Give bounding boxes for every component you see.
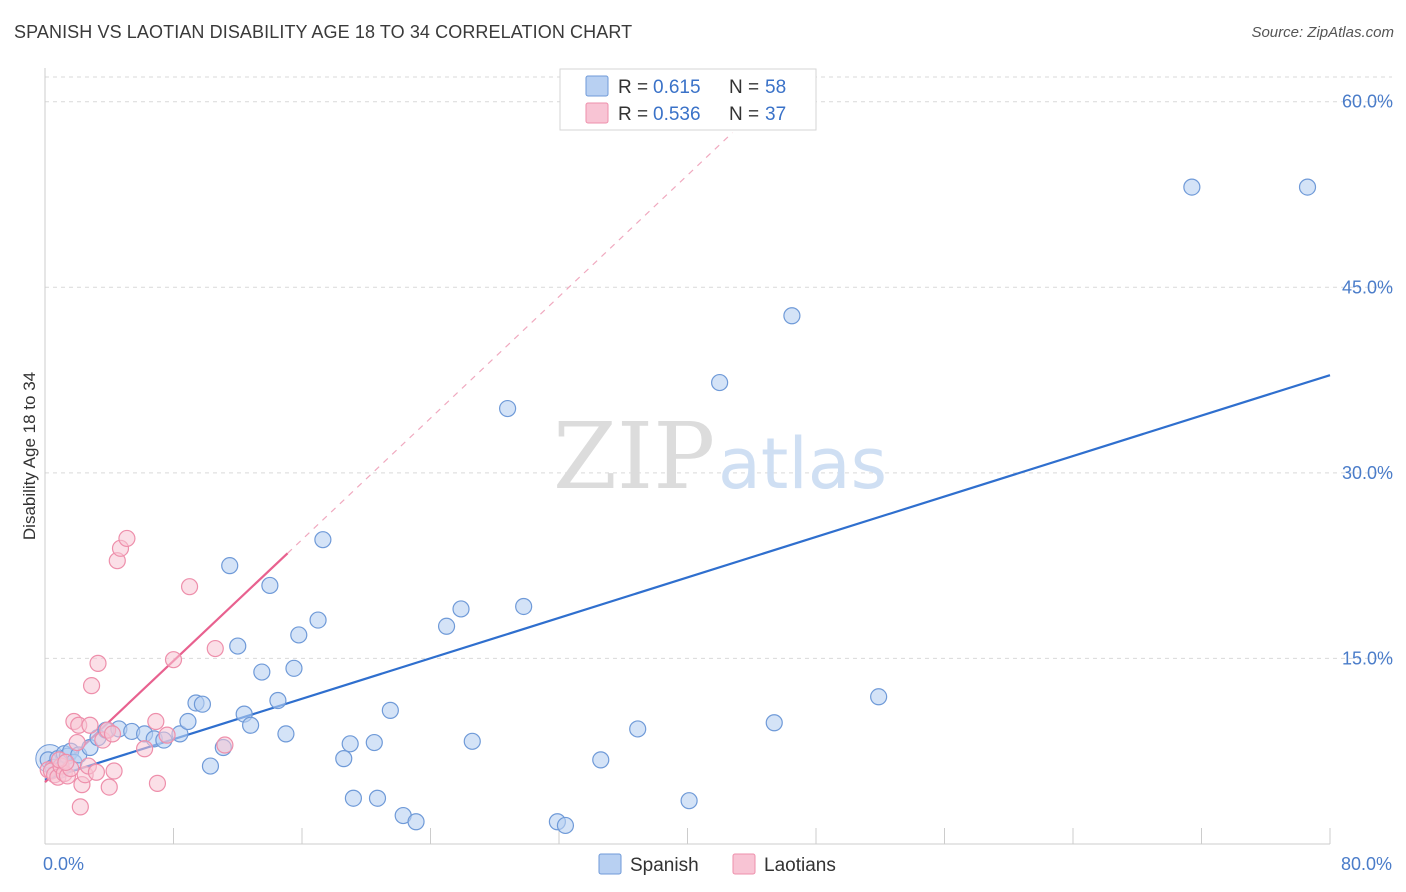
- point-spanish-30: [277, 725, 295, 743]
- point-spanish-24: [229, 637, 247, 655]
- point-spanish-58: [1298, 178, 1317, 196]
- point-laotians-27: [135, 740, 154, 758]
- point-laotians-9: [68, 733, 86, 752]
- point-spanish-28: [261, 576, 279, 595]
- legend-r-label-spanish: R =: [618, 77, 648, 98]
- point-spanish-47: [515, 597, 533, 616]
- y-axis-label: Disability Age 18 to 34: [20, 372, 39, 540]
- y-tick-label-45: 45.0%: [1342, 277, 1393, 297]
- point-spanish-18: [179, 712, 197, 731]
- point-laotians-15: [81, 716, 99, 734]
- point-spanish-46: [499, 399, 517, 418]
- point-spanish-20: [193, 695, 212, 713]
- point-spanish-29: [269, 691, 287, 710]
- point-spanish-35: [335, 750, 353, 768]
- point-spanish-56: [870, 688, 888, 706]
- point-spanish-43: [437, 617, 456, 635]
- point-laotians-22: [103, 725, 122, 743]
- legend-r-value-laotians: 0.536: [653, 104, 701, 125]
- point-spanish-44: [452, 600, 470, 618]
- legend-n-value-laotians: 37: [765, 104, 786, 125]
- point-spanish-26: [242, 716, 260, 734]
- point-spanish-39: [368, 789, 387, 807]
- point-spanish-34: [314, 531, 332, 549]
- point-spanish-38: [365, 733, 383, 752]
- point-laotians-11: [71, 798, 89, 816]
- point-laotians-16: [82, 677, 101, 695]
- point-spanish-52: [680, 792, 698, 810]
- y-tick-label-60: 60.0%: [1342, 92, 1393, 112]
- legend-r-value-spanish: 0.615: [653, 77, 701, 98]
- point-spanish-51: [629, 720, 647, 738]
- legend-swatch-spanish: [585, 75, 609, 97]
- legend-r-label-laotians: R =: [618, 104, 648, 125]
- point-spanish-42: [407, 813, 425, 831]
- legend-swatch-laotians: [585, 102, 609, 124]
- point-spanish-55: [783, 307, 801, 325]
- bottom-legend-swatch-laotians: [732, 853, 756, 875]
- point-laotians-18: [89, 654, 107, 672]
- y-tick-label-30: 30.0%: [1342, 463, 1393, 483]
- point-spanish-57: [1183, 178, 1201, 196]
- point-laotians-17: [87, 763, 106, 781]
- x-tick-label-max: 80.0%: [1341, 854, 1392, 874]
- legend-n-value-spanish: 58: [765, 77, 786, 98]
- point-spanish-49: [556, 816, 575, 835]
- point-laotians-29: [148, 774, 167, 792]
- legend-n-label-spanish: N =: [729, 77, 759, 98]
- point-spanish-36: [341, 735, 359, 753]
- point-spanish-27: [253, 663, 271, 681]
- bottom-legend-label-spanish: Spanish: [630, 855, 699, 876]
- point-laotians-30: [158, 726, 176, 744]
- axes: [44, 68, 1331, 845]
- point-spanish-21: [201, 757, 220, 775]
- trend-line-spanish: [44, 374, 1331, 781]
- chart-title: SPANISH VS LAOTIAN DISABILITY AGE 18 TO …: [14, 22, 633, 42]
- watermark-zip: ZIP: [553, 403, 715, 510]
- point-laotians-32: [180, 578, 199, 596]
- point-spanish-33: [309, 611, 327, 629]
- point-laotians-23: [105, 762, 123, 780]
- point-spanish-45: [463, 732, 481, 750]
- point-laotians-31: [164, 651, 183, 669]
- point-spanish-53: [711, 373, 729, 392]
- point-spanish-31: [285, 659, 303, 677]
- y-tick-labels: 15.0% 30.0% 45.0% 60.0%: [1342, 92, 1393, 669]
- point-laotians-36: [57, 753, 75, 771]
- point-spanish-40: [381, 701, 399, 719]
- point-laotians-33: [206, 639, 224, 658]
- bottom-legend-label-laotians: Laotians: [764, 855, 836, 876]
- y-tick-label-15: 15.0%: [1342, 648, 1393, 668]
- point-spanish-23: [221, 557, 239, 575]
- bottom-legend-swatch-spanish: [598, 853, 622, 875]
- legend: R = 0.615 N = 58 R = 0.536 N = 37: [559, 68, 817, 131]
- data-points: [35, 178, 1317, 835]
- x-tick-label-min: 0.0%: [43, 854, 84, 874]
- bottom-legend: Spanish Laotians: [598, 853, 836, 876]
- point-spanish-37: [344, 789, 362, 807]
- point-laotians-21: [100, 778, 118, 796]
- point-laotians-26: [118, 529, 136, 548]
- point-spanish-32: [290, 626, 308, 644]
- chart-source: Source: ZipAtlas.com: [1251, 24, 1394, 41]
- legend-n-label-laotians: N =: [729, 104, 759, 125]
- point-laotians-28: [147, 712, 165, 731]
- point-spanish-54: [765, 714, 783, 732]
- gridlines: [45, 76, 1392, 659]
- watermark-atlas: atlas: [718, 423, 887, 505]
- point-spanish-50: [592, 751, 610, 769]
- point-laotians-34: [216, 736, 234, 754]
